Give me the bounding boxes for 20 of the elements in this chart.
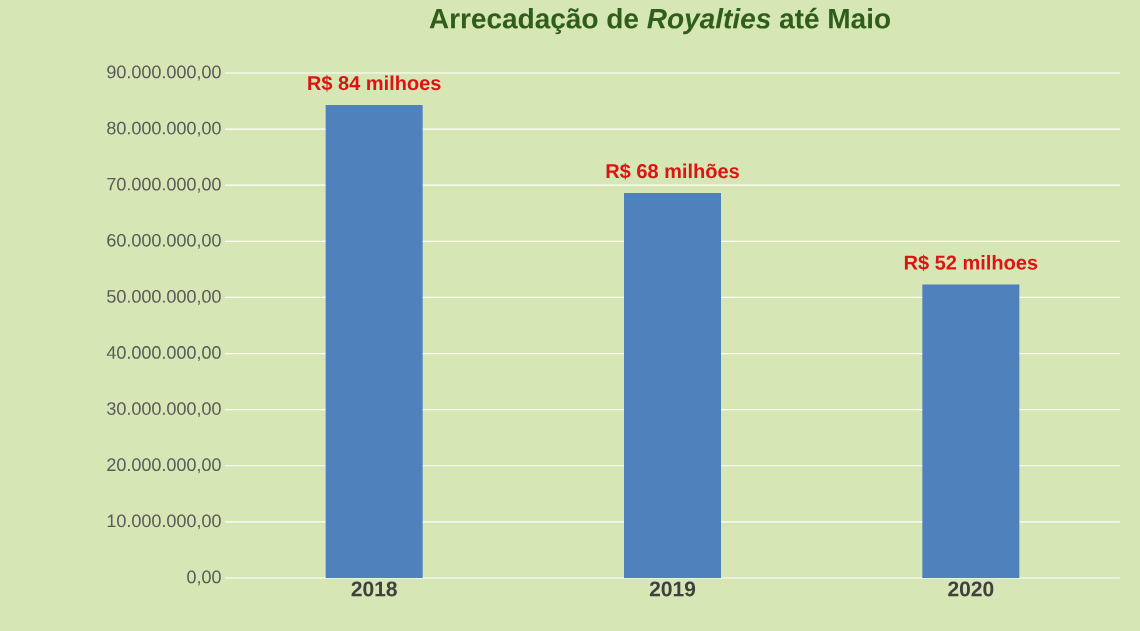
y-tick-label: 80.000.000,00 [107,121,221,137]
data-label: R$ 52 milhoes [904,254,1038,272]
x-tick-label: 2018 [351,581,397,597]
y-tick-label: 20.000.000,00 [107,458,221,474]
y-tick-label: 30.000.000,00 [107,402,221,418]
y-tick-label: 10.000.000,00 [107,514,221,530]
y-tick-label: 50.000.000,00 [107,289,221,305]
y-tick-label: 70.000.000,00 [107,177,221,193]
y-tick-label: 90.000.000,00 [107,65,221,81]
bar [624,193,721,578]
bar [922,284,1020,578]
data-label: R$ 84 milhoes [308,75,441,92]
x-tick-label: 2019 [649,581,696,597]
y-tick-label: 0,00 [187,570,221,586]
bar [325,104,423,578]
y-tick-label: 60.000.000,00 [107,233,221,249]
y-tick-label: 40.000.000,00 [106,346,221,361]
x-tick-label: 2020 [948,581,994,597]
chart-title: Arrecadação de Royalties até Maio [429,7,890,35]
data-label: R$ 68 milhões [606,163,739,180]
